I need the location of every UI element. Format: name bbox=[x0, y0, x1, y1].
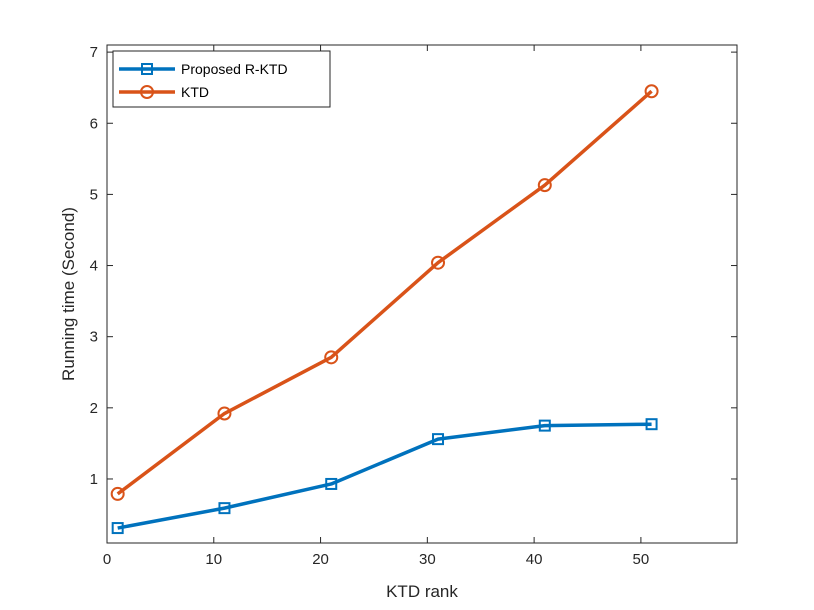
axes-frame bbox=[106, 44, 738, 544]
y-tick-label: 3 bbox=[90, 329, 98, 346]
legend-item: Proposed R-KTD bbox=[119, 61, 288, 77]
data-point bbox=[431, 255, 446, 270]
plot-area bbox=[106, 44, 738, 544]
data-point bbox=[111, 522, 124, 535]
y-tick-label: 2 bbox=[90, 400, 98, 417]
y-axis-label: Running time (Second) bbox=[59, 207, 78, 381]
x-tick-label: 40 bbox=[526, 551, 543, 568]
x-tick-label: 50 bbox=[633, 551, 650, 568]
data-point bbox=[645, 418, 658, 431]
legend-label: KTD bbox=[181, 84, 209, 100]
x-axis-label: KTD rank bbox=[386, 582, 458, 601]
x-tick-label: 10 bbox=[205, 551, 222, 568]
data-point bbox=[217, 406, 232, 421]
x-tick-label: 0 bbox=[103, 551, 111, 568]
series-proposed-r-ktd bbox=[111, 418, 658, 535]
legend-swatch-marker bbox=[141, 63, 153, 75]
data-point bbox=[432, 433, 445, 446]
y-tick-label: 5 bbox=[90, 186, 98, 203]
x-axis: 0 10 20 30 40 50 bbox=[103, 45, 649, 568]
data-point bbox=[537, 178, 552, 193]
y-axis: 1 2 3 4 5 6 7 bbox=[90, 44, 737, 488]
series-layer bbox=[110, 84, 659, 535]
x-tick-label: 30 bbox=[419, 551, 436, 568]
y-tick-label: 6 bbox=[90, 115, 98, 132]
legend-swatch-marker bbox=[140, 85, 154, 99]
data-point bbox=[324, 350, 339, 365]
legend: Proposed R-KTD KTD bbox=[112, 50, 331, 108]
legend-item: KTD bbox=[119, 84, 209, 100]
y-tick-label: 4 bbox=[90, 258, 98, 275]
y-tick-label: 7 bbox=[90, 44, 98, 61]
x-tick-label: 20 bbox=[312, 551, 329, 568]
data-point bbox=[538, 419, 551, 432]
data-point bbox=[218, 502, 231, 515]
data-point bbox=[644, 84, 659, 99]
data-point bbox=[325, 477, 338, 490]
legend-label: Proposed R-KTD bbox=[181, 61, 288, 77]
series-ktd bbox=[110, 84, 659, 501]
data-point bbox=[110, 486, 125, 501]
y-tick-label: 1 bbox=[90, 471, 98, 488]
series-line bbox=[116, 89, 653, 496]
series-line bbox=[117, 422, 652, 530]
